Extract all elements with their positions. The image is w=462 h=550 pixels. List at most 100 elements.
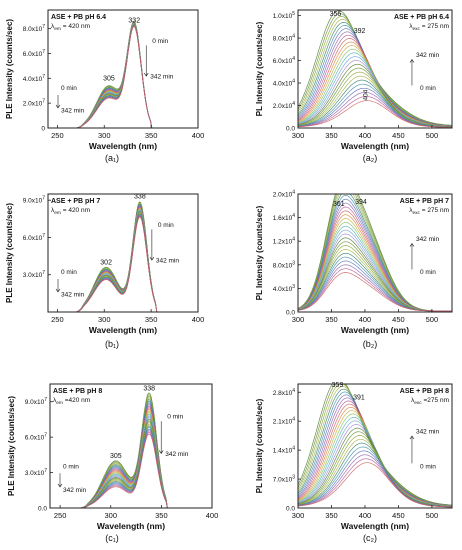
- y-tick-label: 8.0x104: [273, 34, 296, 43]
- y-tick-label: 0: [41, 126, 45, 133]
- peak-label: 302: [100, 259, 112, 266]
- legend-title: ASE + PB pH 8: [400, 388, 449, 395]
- y-tick-label: 2.0x104: [273, 101, 296, 110]
- y-axis-label: PLE Intensity (counts/sec): [5, 19, 14, 119]
- peak-label: 394: [355, 199, 367, 206]
- series-group: [48, 201, 198, 312]
- y-tick-label: 0.0: [286, 126, 295, 133]
- x-tick-label: 300: [292, 315, 305, 324]
- y-tick-label: 1.2x104: [273, 237, 296, 246]
- legend-lambda: λem = 420 nm: [51, 207, 90, 216]
- legend-title: ASE + PB pH 7: [51, 198, 100, 205]
- series-line: [50, 412, 212, 508]
- arrow-head-icon: [144, 72, 149, 77]
- x-tick-label: 300: [104, 511, 117, 520]
- series-line: [298, 21, 452, 126]
- x-tick-label: 400: [359, 131, 372, 140]
- legend-title: ASE + PB pH 7: [400, 198, 449, 205]
- peak-label: 361: [333, 201, 345, 208]
- series-line: [298, 272, 452, 312]
- peak-label: 359: [332, 382, 344, 389]
- time-end-label: 342 min: [416, 52, 440, 59]
- series-line: [50, 423, 212, 508]
- panel-caption: (b₂): [363, 339, 378, 349]
- y-tick-label: 3.0x107: [23, 270, 46, 279]
- x-tick-label: 500: [426, 131, 439, 140]
- peak-label: 392: [354, 28, 366, 35]
- series-line: [50, 413, 212, 508]
- series-group: [298, 194, 452, 312]
- series-line: [50, 404, 212, 508]
- time-start-label-left: 0 min: [63, 463, 79, 470]
- y-tick-label: 2.0x107: [23, 99, 46, 108]
- series-group: [298, 10, 452, 128]
- y-tick-label: 1.0x105: [273, 11, 296, 20]
- peak-label: 338: [143, 385, 155, 392]
- series-line: [50, 430, 212, 508]
- series-line: [48, 216, 198, 312]
- x-tick-label: 250: [51, 315, 64, 324]
- peak-label: 305: [103, 75, 115, 82]
- time-start-label: 0 min: [158, 222, 174, 229]
- time-end-label-left: 342 min: [61, 292, 85, 299]
- x-tick-label: 450: [392, 511, 405, 520]
- x-tick-label: 350: [325, 131, 338, 140]
- y-tick-label: 7.0x103: [273, 475, 296, 484]
- peak-label: 305: [110, 453, 122, 460]
- plot-frame: [49, 383, 213, 509]
- panel-a1: 250 300 350 400 0 2.0x107 4.0x107 6.0x107 8.0x10…: [5, 9, 205, 163]
- plot-frame: [47, 193, 199, 313]
- x-tick-label: 350: [325, 511, 338, 520]
- panel-a2: 300 350 400 450 500 0.0 2.0x104 4.0x104 6.0x104 8…: [255, 9, 453, 163]
- plot-frame: [47, 9, 199, 129]
- x-tick-label: 400: [359, 511, 372, 520]
- series-line: [50, 408, 212, 508]
- series-line: [50, 418, 212, 508]
- series-line: [298, 462, 452, 508]
- y-axis-label: PL Intensity (counts/sec): [255, 205, 264, 300]
- legend-lambda: λem = 420 nm: [51, 23, 90, 32]
- series-line: [50, 400, 212, 508]
- series-line: [50, 425, 212, 508]
- series-group: [298, 384, 452, 508]
- panel-caption: (c₁): [105, 533, 119, 543]
- series-line: [50, 433, 212, 508]
- series-line: [50, 410, 212, 508]
- arrow-head-icon: [409, 59, 415, 63]
- series-line: [50, 395, 212, 508]
- peak-label: 332: [128, 18, 140, 25]
- series-line: [298, 18, 452, 126]
- y-tick-label: 0.0: [286, 310, 295, 317]
- peak-label: 391: [353, 395, 365, 402]
- x-axis-label: Wavelength (nm): [341, 325, 409, 335]
- time-start-label: 0 min: [420, 269, 436, 276]
- y-tick-label: 6.0x104: [273, 56, 296, 65]
- series-group: [48, 20, 198, 128]
- y-tick-label: 0.0: [286, 506, 295, 513]
- x-tick-label: 350: [145, 315, 158, 324]
- x-tick-label: 350: [155, 511, 168, 520]
- x-tick-label: 400: [206, 511, 219, 520]
- y-tick-label: 1.6x104: [273, 213, 296, 222]
- arrow-head-icon: [158, 450, 164, 454]
- time-start-label: 0 min: [167, 414, 183, 421]
- panel-caption: (a₁): [105, 153, 119, 163]
- x-tick-label: 400: [192, 131, 205, 140]
- series-line: [50, 420, 212, 508]
- series-line: [50, 417, 212, 508]
- series-group: [50, 392, 212, 508]
- time-end-label-left: 342 min: [61, 108, 85, 115]
- y-tick-label: 6.0x107: [25, 433, 48, 442]
- plot-frame: [297, 193, 453, 313]
- plot-frame: [297, 383, 453, 509]
- series-line: [50, 427, 212, 508]
- x-axis-label: Wavelength (nm): [89, 325, 157, 335]
- series-line: [50, 399, 212, 508]
- peak-label: 404: [363, 89, 370, 100]
- y-tick-label: 0.0: [38, 506, 47, 513]
- arrow-head-icon: [57, 483, 63, 488]
- x-tick-label: 400: [359, 315, 372, 324]
- arrow-head-icon: [409, 243, 415, 247]
- y-axis-label: PL Intensity (counts/sec): [255, 21, 264, 116]
- y-axis-label: PLE Intensity (counts/sec): [5, 203, 14, 303]
